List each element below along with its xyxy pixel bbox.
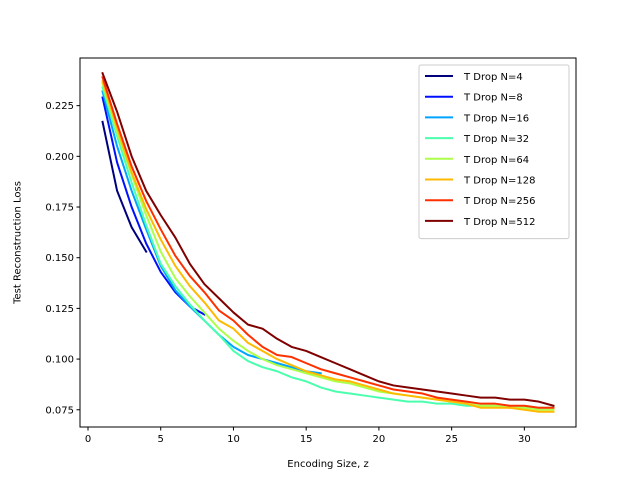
legend-label: T Drop N=64: [463, 155, 529, 166]
y-tick-label: 0.200: [45, 152, 74, 163]
x-tick-label: 10: [227, 434, 240, 445]
legend-label: T Drop N=128: [463, 176, 535, 187]
y-tick-label: 0.100: [45, 355, 74, 366]
plot-frame: [79, 57, 577, 428]
legend-label: T Drop N=16: [463, 113, 529, 124]
y-tick-label: 0.175: [45, 203, 74, 214]
x-tick-label: 25: [445, 434, 458, 445]
y-tick-label: 0.075: [45, 405, 74, 416]
series-line-t-drop-n-256: [101, 76, 555, 409]
series-line-t-drop-n-64: [101, 82, 555, 411]
axis-ticks: 0 5 10 15 20 25 30 0.075 0.100 0.125 0.150 0.175 0.2…: [45, 101, 530, 445]
series-line-t-drop-n-512: [101, 71, 555, 407]
legend-label: T Drop N=8: [463, 93, 523, 104]
x-tick-label: 30: [518, 434, 531, 445]
series-lines: [101, 71, 555, 413]
x-tick-label: 5: [158, 434, 164, 445]
y-tick-label: 0.125: [45, 304, 74, 315]
x-tick-label: 0: [85, 434, 91, 445]
series-line-t-drop-n-4: [101, 120, 148, 253]
x-tick-label: 15: [300, 434, 313, 445]
legend-label: T Drop N=256: [463, 196, 535, 207]
y-tick-label: 0.150: [45, 253, 74, 264]
y-tick-label: 0.225: [45, 101, 74, 112]
x-tick-label: 20: [373, 434, 386, 445]
legend-label: T Drop N=4: [463, 72, 523, 83]
x-axis-title: Encoding Size, z: [287, 459, 368, 470]
legend-label: T Drop N=512: [463, 217, 535, 228]
legend-box: [418, 64, 570, 240]
series-line-t-drop-n-128: [101, 80, 555, 413]
legend: T Drop N=4 T Drop N=8 T Drop N=16 T Drop N=…: [418, 64, 570, 240]
y-axis-title: Test Reconstruction Loss: [13, 181, 24, 305]
legend-label: T Drop N=32: [463, 134, 529, 145]
